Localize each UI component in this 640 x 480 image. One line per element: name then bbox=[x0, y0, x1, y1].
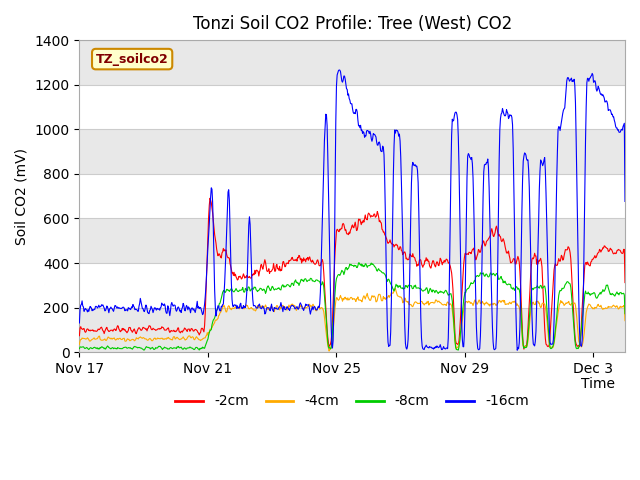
Bar bbox=[79, 218, 625, 263]
Bar bbox=[79, 308, 625, 352]
Legend: -2cm, -4cm, -8cm, -16cm: -2cm, -4cm, -8cm, -16cm bbox=[170, 389, 534, 414]
Bar bbox=[79, 40, 625, 84]
Y-axis label: Soil CO2 (mV): Soil CO2 (mV) bbox=[15, 148, 29, 245]
X-axis label: Time: Time bbox=[580, 377, 615, 391]
Text: TZ_soilco2: TZ_soilco2 bbox=[96, 53, 168, 66]
Bar bbox=[79, 129, 625, 174]
Title: Tonzi Soil CO2 Profile: Tree (West) CO2: Tonzi Soil CO2 Profile: Tree (West) CO2 bbox=[193, 15, 512, 33]
